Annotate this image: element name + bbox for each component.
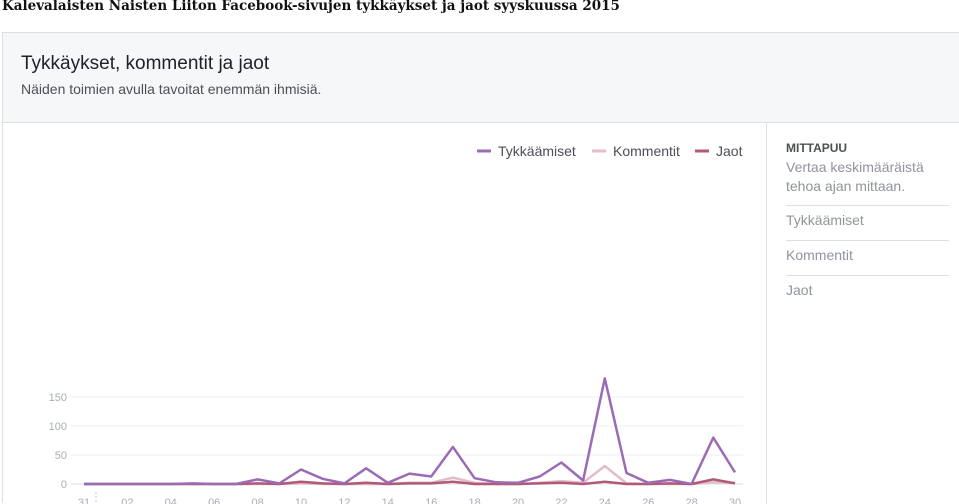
- sidebar-description: Vertaa keskimääräistä tehoa ajan mittaan…: [786, 159, 924, 194]
- x-tick-label: 10: [295, 497, 307, 504]
- panel-header: Tykkäykset, kommentit ja jaot Näiden toi…: [3, 33, 959, 123]
- series-line-likes: [84, 377, 737, 486]
- x-tick-label: 26: [642, 497, 654, 504]
- x-tick-label: 28: [685, 497, 697, 504]
- x-tick-label: 22: [555, 497, 567, 504]
- sidebar-divider: [786, 275, 949, 276]
- legend-shares-label[interactable]: Jaot: [716, 143, 743, 159]
- sidebar-title: MITTAPUU: [786, 141, 848, 155]
- sidebar-item-shares[interactable]: Jaot: [786, 282, 813, 298]
- x-tick-label: 02: [121, 497, 133, 504]
- engagement-line-chart: 0 50 100 150 31 02 04 06 08 10 12 14 16 18 20 22 24 26 28 3…: [49, 143, 743, 504]
- x-tick-label: 30: [729, 497, 741, 504]
- x-tick-label: 20: [512, 497, 524, 504]
- x-tick-label: 06: [208, 497, 220, 504]
- legend-likes-label[interactable]: Tykkäämiset: [498, 143, 576, 159]
- sidebar-divider: [786, 205, 949, 206]
- x-tick-label: 12: [338, 497, 350, 504]
- engagement-panel: Tykkäykset, kommentit ja jaot Näiden toi…: [2, 32, 959, 504]
- y-tick-label: 100: [49, 421, 67, 433]
- y-tick-label: 0: [61, 479, 67, 491]
- sidebar-item-comments[interactable]: Kommentit: [786, 247, 853, 263]
- panel-subtitle: Näiden toimien avulla tavoitat enemmän i…: [21, 81, 322, 97]
- y-tick-label: 150: [49, 392, 67, 404]
- x-tick-label: 18: [468, 497, 480, 504]
- x-tick-label: 14: [382, 497, 394, 504]
- benchmark-sidebar: MITTAPUU Vertaa keskimääräistä tehoa aja…: [766, 123, 959, 504]
- x-tick-label: 04: [165, 497, 177, 504]
- x-tick-label: 31: [78, 497, 90, 504]
- legend-comments-label[interactable]: Kommentit: [613, 143, 680, 159]
- document-title: Kalevalaisten Naisten Liiton Facebook-si…: [2, 0, 620, 14]
- panel-title: Tykkäykset, kommentit ja jaot: [21, 53, 270, 74]
- x-tick-label: 08: [251, 497, 263, 504]
- x-tick-label: 24: [599, 497, 611, 504]
- sidebar-divider: [786, 240, 949, 241]
- y-tick-label: 50: [55, 450, 67, 462]
- series-line-comments: [84, 464, 736, 486]
- sidebar-item-likes[interactable]: Tykkäämiset: [786, 212, 864, 228]
- x-tick-label: 16: [425, 497, 437, 504]
